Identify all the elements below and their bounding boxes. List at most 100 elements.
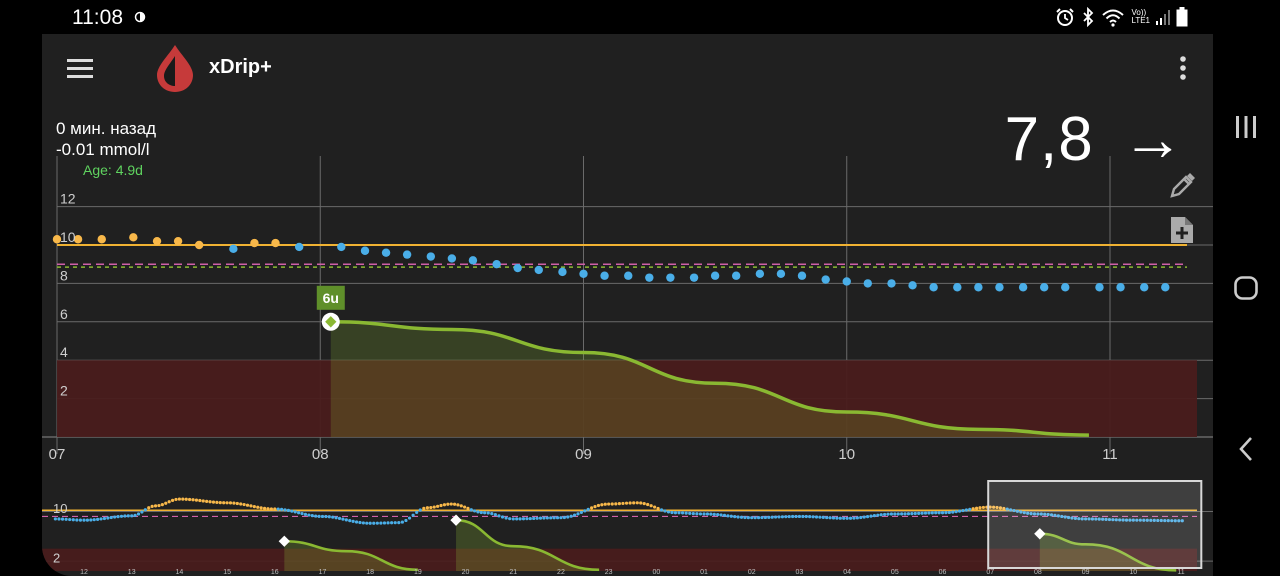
preview-bg-dot [666, 510, 671, 514]
preview-bg-dot [709, 512, 713, 516]
recent-apps-icon[interactable] [1234, 114, 1258, 140]
preview-bg-dot [1012, 508, 1016, 513]
preview-bg-dot [610, 502, 614, 506]
preview-bg-dot [211, 500, 216, 504]
preview-bg-dot [75, 518, 79, 522]
preview-bg-dot [1170, 519, 1174, 523]
bg-dot [776, 269, 786, 278]
preview-bg-dot [245, 503, 250, 507]
bg-dot [73, 235, 83, 244]
battery-icon [1176, 7, 1188, 27]
preview-bg-dot [784, 515, 788, 519]
preview-bg-dot [677, 511, 681, 515]
preview-bg-dot [393, 521, 397, 525]
preview-bg-dot [153, 504, 158, 508]
preview-bg-dot [1084, 517, 1088, 521]
preview-x-label: 14 [175, 569, 183, 576]
preview-x-label: 09 [1082, 569, 1090, 576]
preview-bg-dot [469, 508, 473, 512]
preview-bg-dot [586, 507, 590, 511]
preview-bg-dot [508, 517, 512, 521]
preview-bg-dot [365, 521, 369, 525]
bg-dot [974, 283, 983, 292]
preview-bg-dot [157, 503, 161, 508]
preview-bg-dot [1128, 518, 1132, 522]
x-tick-label: 11 [1102, 446, 1118, 463]
preview-bg-dot [194, 498, 199, 502]
preview-bg-dot [736, 515, 740, 519]
preview-bg-dot [99, 517, 103, 521]
preview-bg-dot [1043, 512, 1047, 516]
bg-dot [1095, 283, 1104, 292]
preview-bg-dot [473, 509, 477, 513]
bg-dot [755, 269, 765, 278]
preview-bg-dot [940, 511, 945, 515]
preview-bg-dot [855, 516, 859, 520]
preview-bg-dot [150, 504, 154, 508]
preview-bg-dot [208, 500, 212, 504]
preview-bg-dot [770, 515, 774, 519]
preview-bg-dot [215, 500, 219, 504]
main-chart[interactable]: 2 4 6 8 10 12 07 08 09 10 11 6u [42, 154, 1213, 466]
bg-dot [1161, 283, 1170, 292]
preview-bg-dot [954, 510, 958, 514]
back-icon[interactable] [1237, 436, 1255, 462]
preview-bg-dot [743, 515, 747, 520]
y-tick-label: 4 [60, 344, 68, 360]
preview-x-label: 21 [509, 569, 517, 576]
alarm-icon [1056, 8, 1075, 26]
bg-dot [929, 283, 938, 292]
preview-bg-dot [279, 507, 284, 511]
preview-bg-dot [917, 511, 921, 515]
app-window: xDrip+ 0 мин. назад -0.01 mmol/l Age: 4.… [42, 34, 1213, 576]
preview-bg-dot [177, 497, 181, 501]
preview-x-label: 16 [271, 569, 279, 576]
preview-bg-dot [324, 514, 328, 519]
preview-x-label: 15 [223, 569, 231, 576]
preview-bg-dot [1019, 510, 1023, 514]
preview-bg-dot [896, 512, 900, 516]
sensor-age: Age: 4.9d [83, 162, 143, 178]
bg-delta: -0.01 mmol/l [56, 140, 150, 159]
preview-x-label: 04 [843, 569, 851, 576]
preview-insulin-area [284, 541, 418, 571]
hamburger-icon[interactable] [60, 52, 100, 84]
preview-bg-dot [368, 521, 372, 525]
preview-bg-dot [269, 507, 273, 511]
preview-bg-dot [113, 515, 117, 519]
preview-treatment-marker [278, 535, 290, 547]
bg-dot [887, 279, 896, 288]
preview-bg-dot [1032, 512, 1037, 516]
preview-bg-dot [1063, 515, 1067, 519]
bg-dot [492, 260, 501, 269]
more-vertical-icon[interactable] [1173, 52, 1193, 84]
preview-chart[interactable]: 2 10 12 13 14 15 16 17 18 19 20 21 22 23 00 01 02 03 04 05 0… [42, 478, 1213, 576]
bg-dot [152, 236, 162, 246]
preview-bg-dot [957, 509, 962, 513]
preview-bg-dot [164, 501, 168, 505]
preview-bg-dot [566, 515, 570, 519]
preview-bg-dot [1077, 517, 1081, 521]
preview-bg-dot [649, 504, 653, 508]
preview-y-label: 10 [53, 501, 67, 516]
pencil-icon[interactable] [1166, 170, 1198, 202]
half-circle-icon [134, 11, 146, 23]
note-add-icon[interactable] [1166, 214, 1198, 246]
preview-bg-dot [614, 502, 618, 506]
preview-bg-dot [600, 503, 604, 507]
preview-insulin-area [456, 520, 600, 571]
bg-dot [52, 235, 62, 244]
preview-bg-dot [656, 506, 660, 511]
preview-bg-dot [900, 512, 904, 516]
preview-bg-dot [811, 515, 815, 519]
home-icon[interactable] [1233, 275, 1259, 301]
network-label-bottom: LTE1 [1131, 16, 1150, 25]
preview-bg-dot [951, 510, 955, 514]
preview-bg-dot [327, 515, 331, 519]
preview-bg-dot [102, 516, 107, 521]
preview-bg-dot [407, 516, 412, 520]
preview-bg-dot [375, 521, 379, 525]
preview-bg-dot [249, 504, 253, 508]
preview-bg-dot [331, 515, 335, 519]
preview-bg-dot [303, 512, 308, 516]
